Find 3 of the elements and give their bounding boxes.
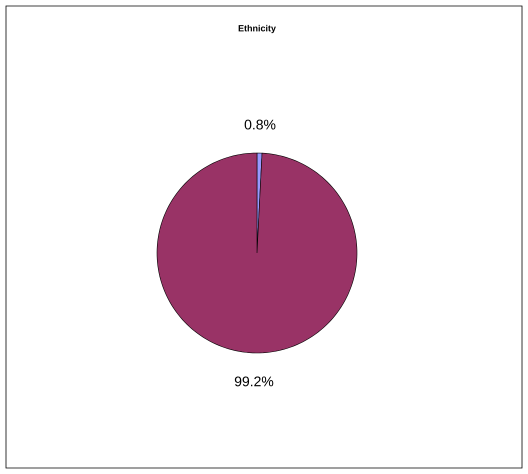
data-label: 0.8%	[244, 120, 276, 130]
chart-title: Ethnicity	[238, 24, 276, 34]
data-label: 99.2%	[234, 376, 274, 386]
